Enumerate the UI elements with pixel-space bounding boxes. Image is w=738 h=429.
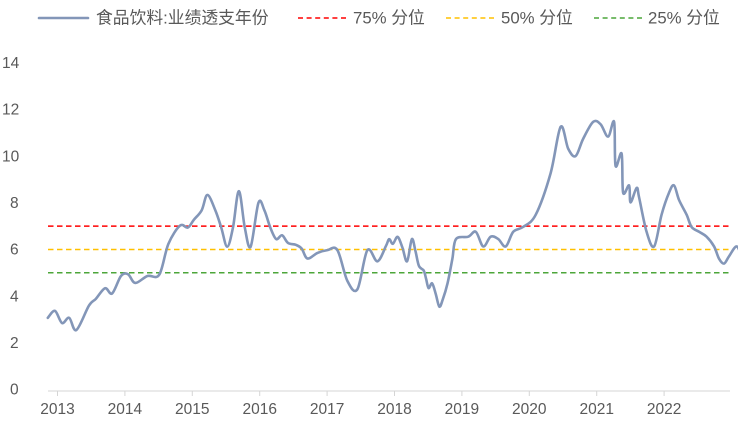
svg-text:8: 8 xyxy=(10,195,19,212)
svg-text:0: 0 xyxy=(10,382,19,399)
svg-text:2022: 2022 xyxy=(647,401,681,418)
svg-text:10: 10 xyxy=(2,148,20,165)
svg-text:2016: 2016 xyxy=(242,401,276,418)
svg-text:2018: 2018 xyxy=(377,401,411,418)
svg-text:14: 14 xyxy=(2,55,20,72)
svg-text:6: 6 xyxy=(10,242,19,259)
svg-text:食品饮料:业绩透支年份: 食品饮料:业绩透支年份 xyxy=(96,9,269,28)
svg-text:75% 分位: 75% 分位 xyxy=(353,9,425,28)
svg-text:4: 4 xyxy=(10,288,19,305)
svg-text:2: 2 xyxy=(10,335,19,352)
svg-text:12: 12 xyxy=(2,102,19,119)
svg-text:2014: 2014 xyxy=(108,401,143,418)
svg-text:2015: 2015 xyxy=(175,401,209,418)
svg-text:2021: 2021 xyxy=(579,401,613,418)
svg-text:2020: 2020 xyxy=(512,401,547,418)
svg-text:50% 分位: 50% 分位 xyxy=(501,9,573,28)
svg-text:2013: 2013 xyxy=(40,401,74,418)
svg-text:2017: 2017 xyxy=(310,401,344,418)
svg-text:2019: 2019 xyxy=(445,401,479,418)
svg-text:25% 分位: 25% 分位 xyxy=(648,9,720,28)
